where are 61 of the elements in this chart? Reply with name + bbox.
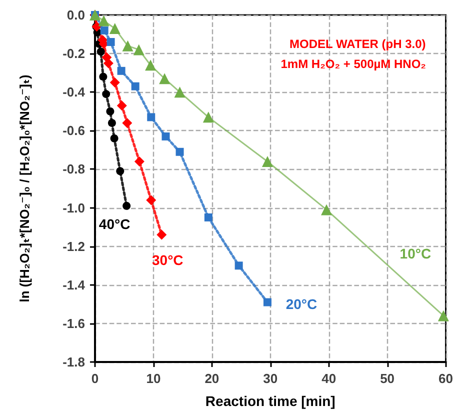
point bbox=[146, 195, 156, 206]
point bbox=[122, 118, 132, 128]
point bbox=[234, 262, 243, 270]
point bbox=[263, 298, 272, 306]
x-tick-label: 30 bbox=[263, 371, 278, 386]
x-tick-label: 40 bbox=[322, 371, 336, 386]
point bbox=[96, 48, 105, 56]
y-tick-label: -0.4 bbox=[62, 84, 86, 100]
point bbox=[108, 118, 116, 127]
point bbox=[131, 82, 140, 90]
point bbox=[98, 15, 110, 26]
annotation: MODEL WATER (pH 3.0) bbox=[290, 37, 426, 51]
point bbox=[204, 213, 212, 222]
y-axis-title: ln ([H₂O₂]ₜ*[NO₂⁻]₀ / [H₂O₂]₀*[NO₂⁻]ₜ) bbox=[17, 74, 32, 302]
point bbox=[116, 100, 127, 111]
point bbox=[176, 148, 184, 156]
point bbox=[122, 202, 131, 210]
point bbox=[147, 113, 156, 122]
point bbox=[99, 72, 108, 81]
point bbox=[100, 26, 108, 34]
y-tick-label: -1.0 bbox=[62, 200, 85, 216]
point bbox=[122, 40, 134, 52]
x-tick-label: 20 bbox=[204, 371, 220, 386]
point bbox=[162, 132, 170, 140]
y-tick-label: -1.4 bbox=[62, 277, 86, 292]
x-tick-label: 60 bbox=[438, 371, 454, 386]
y-tick-label: -0.6 bbox=[62, 123, 85, 138]
annotation: 1mM H₂O₂ + 500µM HNO₂ bbox=[280, 57, 426, 71]
y-tick-label: -0.2 bbox=[62, 46, 85, 62]
point bbox=[134, 156, 144, 167]
point bbox=[262, 156, 273, 168]
y-tick-label: -0.8 bbox=[62, 162, 85, 177]
x-tick-label: 50 bbox=[380, 371, 395, 386]
series-label: 10°C bbox=[400, 246, 432, 262]
point bbox=[117, 66, 126, 75]
point bbox=[106, 38, 115, 46]
series-label: 20°C bbox=[286, 296, 318, 312]
point bbox=[133, 44, 144, 56]
point bbox=[145, 60, 156, 71]
point bbox=[103, 58, 114, 68]
x-tick-label: 10 bbox=[146, 371, 161, 386]
point bbox=[106, 107, 114, 116]
point bbox=[109, 22, 120, 34]
x-tick-label: 0 bbox=[91, 371, 99, 386]
point bbox=[110, 134, 118, 142]
point bbox=[110, 77, 120, 88]
point bbox=[159, 73, 170, 84]
y-tick-label: -1.6 bbox=[62, 316, 85, 331]
series-label: 40°C bbox=[98, 216, 130, 232]
point bbox=[438, 310, 449, 322]
y-tick-label: -1.8 bbox=[62, 354, 85, 370]
y-tick-label: 0.0 bbox=[66, 8, 85, 22]
series-label: 30°C bbox=[152, 252, 184, 268]
point bbox=[321, 204, 332, 216]
point bbox=[102, 90, 110, 98]
x-axis-title: Reaction time [min] bbox=[205, 393, 336, 409]
y-tick-label: -1.2 bbox=[62, 238, 85, 254]
point bbox=[156, 230, 167, 240]
point bbox=[116, 167, 124, 176]
point bbox=[202, 112, 214, 123]
point bbox=[174, 86, 186, 98]
